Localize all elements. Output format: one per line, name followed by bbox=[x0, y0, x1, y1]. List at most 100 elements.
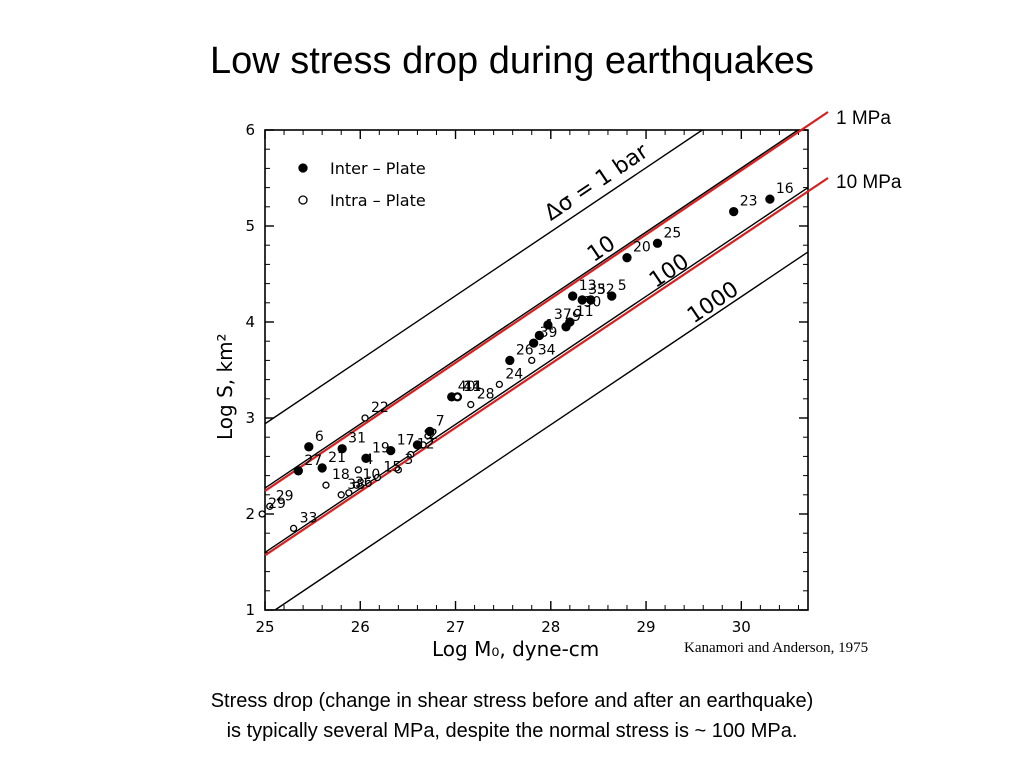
intra-plate-point bbox=[407, 450, 415, 459]
point-label: 18 bbox=[332, 467, 350, 483]
point-label: 4 bbox=[364, 452, 373, 468]
point-label: 11 bbox=[576, 304, 594, 320]
point-label: 3 bbox=[404, 452, 413, 468]
intra-plate-point bbox=[373, 473, 382, 482]
intra-plate-point bbox=[258, 510, 266, 518]
label-1mpa: 1 MPa bbox=[836, 108, 891, 129]
point-label: 29 bbox=[268, 496, 286, 512]
point-label: 8 bbox=[423, 427, 432, 443]
point-label: 1 bbox=[545, 317, 554, 333]
intra-plate-point bbox=[528, 356, 536, 365]
x-tick-label: 28 bbox=[541, 618, 560, 636]
intra-plate-point bbox=[354, 466, 363, 474]
intra-plate-point bbox=[361, 414, 369, 422]
x-tick-label: 26 bbox=[351, 618, 370, 636]
point-label: 39 bbox=[540, 325, 558, 341]
inter-plate-point bbox=[565, 317, 575, 327]
point-label: 31 bbox=[348, 431, 366, 447]
inter-plate-point bbox=[543, 320, 553, 330]
reference-line-label: 1000 bbox=[683, 277, 743, 329]
point-label: 23 bbox=[740, 194, 758, 210]
point-label: 7 bbox=[436, 413, 445, 429]
point-label: 27 bbox=[304, 453, 322, 469]
intra-plate-point bbox=[322, 481, 330, 489]
x-tick-label: 25 bbox=[255, 618, 274, 636]
overlay-line bbox=[264, 111, 829, 492]
point-label: 14 bbox=[463, 379, 481, 395]
intra-plate-point bbox=[266, 502, 274, 510]
intra-plate-point bbox=[419, 441, 427, 449]
reference-line bbox=[264, 129, 799, 489]
inter-plate-point bbox=[729, 206, 739, 217]
point-label: 35 bbox=[588, 282, 606, 298]
point-label: 12 bbox=[417, 436, 435, 452]
legend-marker bbox=[298, 195, 308, 205]
point-label: 33 bbox=[300, 510, 318, 526]
reference-line bbox=[274, 251, 809, 611]
inter-plate-point bbox=[304, 442, 314, 452]
legend-marker bbox=[298, 163, 308, 173]
intra-plate-point bbox=[495, 380, 503, 389]
point-label: 20 bbox=[633, 240, 651, 256]
y-axis-label: Log S, km² bbox=[213, 333, 237, 440]
point-label: 13 bbox=[579, 278, 597, 294]
inter-plate-point bbox=[528, 338, 539, 348]
inter-plate-point bbox=[425, 426, 435, 437]
point-label: 2 bbox=[429, 427, 438, 443]
inter-plate-point bbox=[607, 291, 617, 301]
reference-line-label: 10 bbox=[583, 231, 620, 267]
intra-plate-point bbox=[453, 393, 462, 401]
point-label: 24 bbox=[505, 366, 523, 382]
caption-line-1: Stress drop (change in shear stress befo… bbox=[210, 690, 814, 712]
inter-plate-point bbox=[622, 253, 632, 263]
intra-plate-point bbox=[345, 489, 353, 497]
inter-plate-point bbox=[568, 291, 578, 301]
inter-plate-point bbox=[505, 355, 515, 366]
inter-plate-point bbox=[765, 194, 775, 204]
x-axis-label: Log M₀, dyne-cm bbox=[432, 637, 599, 661]
point-label: 34 bbox=[538, 342, 556, 358]
legend-label: Inter – Plate bbox=[330, 159, 426, 178]
point-label: 38 bbox=[347, 477, 365, 493]
point-label: 9 bbox=[572, 309, 581, 325]
point-label: 22 bbox=[371, 400, 389, 416]
intra-plate-point bbox=[352, 481, 361, 489]
y-tick-label: 4 bbox=[245, 313, 255, 331]
y-tick-label: 2 bbox=[245, 505, 255, 523]
point-label: 29 bbox=[276, 488, 294, 504]
citation: Kanamori and Anderson, 1975 bbox=[684, 640, 869, 656]
x-tick-label: 30 bbox=[732, 618, 751, 636]
y-tick-label: 1 bbox=[245, 601, 255, 619]
point-label: 19 bbox=[372, 440, 390, 456]
slide-title: Low stress drop during earthquakes bbox=[209, 40, 815, 82]
point-label: 30 bbox=[583, 294, 601, 310]
reference-line-label: Δσ = 1 bar bbox=[540, 139, 653, 227]
point-label: 5 bbox=[618, 278, 627, 294]
point-label: 6 bbox=[315, 429, 324, 445]
caption-line-2: is typically several MPa, despite the no… bbox=[226, 720, 798, 742]
legend: Inter – Plate Intra – Plate bbox=[298, 159, 426, 210]
point-label: 10 bbox=[362, 467, 380, 483]
point-label: 28 bbox=[477, 387, 495, 403]
point-label: 40 bbox=[458, 379, 476, 395]
inter-plate-point bbox=[293, 466, 303, 476]
inter-plate-point bbox=[361, 453, 371, 463]
legend-label: Intra – Plate bbox=[330, 191, 426, 210]
reference-line bbox=[264, 129, 703, 425]
overlay-line bbox=[264, 177, 829, 557]
y-tick-label: 3 bbox=[245, 409, 255, 427]
inter-plate-point bbox=[652, 238, 663, 248]
point-label: 41 bbox=[463, 379, 481, 395]
inter-plate-point bbox=[386, 445, 396, 456]
caption: Stress drop (change in shear stress befo… bbox=[0, 686, 1024, 746]
point-label: 32 bbox=[597, 282, 615, 298]
point-label: 25 bbox=[663, 225, 681, 241]
point-label: 15 bbox=[383, 460, 401, 476]
reference-line-label: 100 bbox=[645, 249, 694, 293]
y-tick-label: 6 bbox=[245, 121, 255, 139]
intra-plate-point bbox=[573, 308, 582, 317]
inter-plate-point bbox=[534, 330, 545, 341]
point-label: 21 bbox=[328, 450, 346, 466]
